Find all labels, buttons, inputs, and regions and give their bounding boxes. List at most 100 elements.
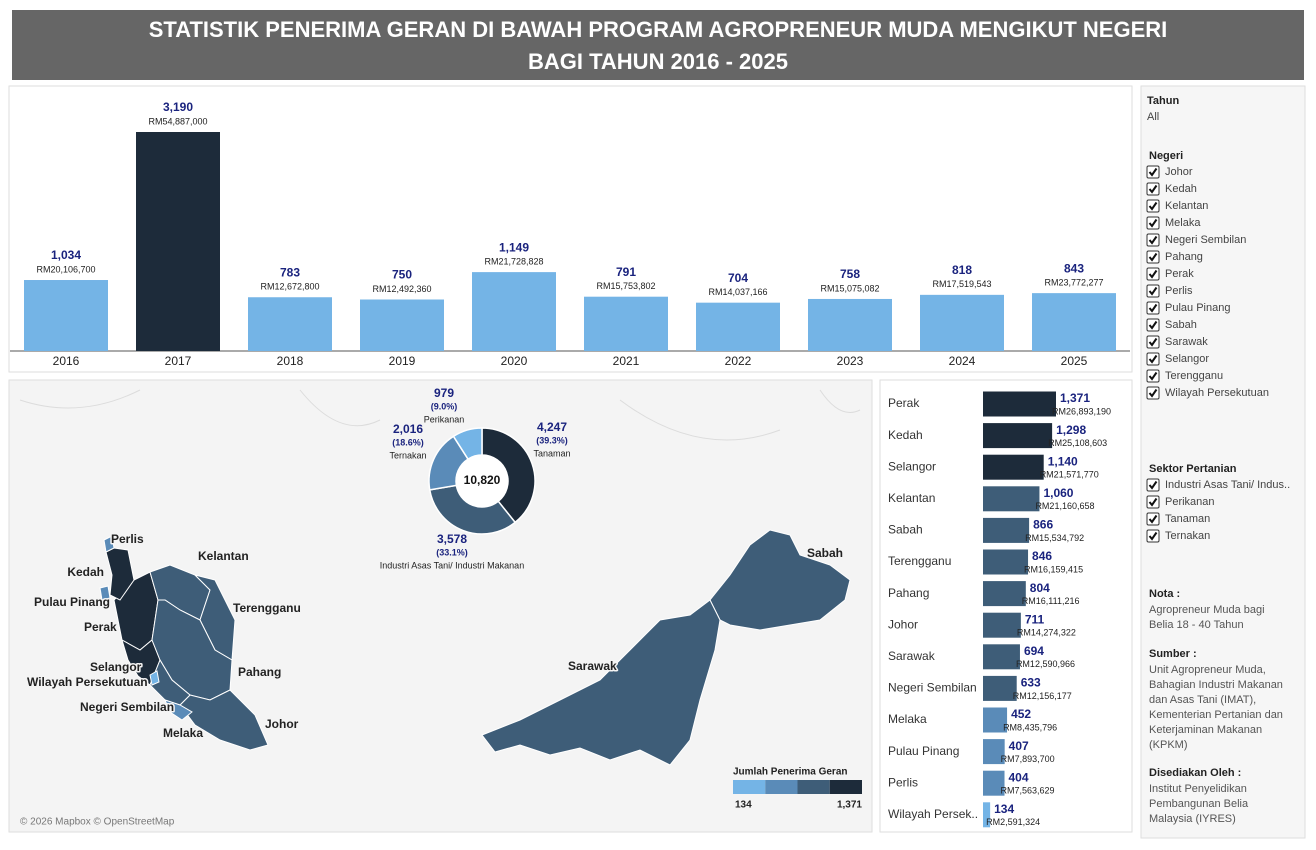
legend-min: 134	[735, 800, 752, 811]
filter-item[interactable]: Perak	[1165, 268, 1194, 280]
x-tick-label: 2020	[501, 354, 528, 368]
donut-value-label: 3,578	[437, 532, 467, 546]
note-line: Unit Agropreneur Muda,	[1149, 664, 1266, 676]
amount-label: RM7,893,700	[1001, 754, 1055, 764]
legend-title: Jumlah Penerima Geran	[733, 767, 848, 778]
value-label: 711	[1025, 612, 1045, 626]
state-label: Kedah	[67, 565, 104, 579]
value-label: 1,034	[51, 248, 81, 262]
checkmark	[1148, 286, 1158, 296]
value-label: 1,060	[1043, 486, 1073, 500]
filter-item[interactable]: Sarawak	[1165, 336, 1208, 348]
donut-percent-label: (39.3%)	[536, 435, 568, 445]
filter-panel	[1140, 85, 1306, 839]
note-line: Agropreneur Muda bagi	[1149, 604, 1265, 616]
bar	[472, 272, 556, 351]
note-title: Disediakan Oleh :	[1149, 767, 1241, 779]
state-region	[103, 535, 115, 553]
filter-item[interactable]: Industri Asas Tani/ Indus..	[1165, 479, 1290, 491]
category-label: Kelantan	[888, 491, 935, 505]
filter-item[interactable]: Terengganu	[1165, 370, 1223, 382]
legend-swatch	[733, 780, 766, 794]
bar	[808, 298, 892, 351]
state-region	[105, 547, 135, 601]
value-label: 704	[728, 271, 748, 285]
note-line: Belia 18 - 40 Tahun	[1149, 619, 1244, 631]
hbar	[983, 739, 1005, 765]
value-label: 758	[840, 267, 860, 281]
amount-label: RM12,590,966	[1016, 659, 1075, 669]
filter-title: Sektor Pertanian	[1149, 463, 1237, 475]
donut-value-label: 4,247	[537, 420, 567, 434]
category-label: Johor	[888, 617, 918, 631]
filter-item[interactable]: Perikanan	[1165, 496, 1215, 508]
amount-label: RM7,563,629	[1001, 786, 1055, 796]
legend-swatch	[829, 780, 862, 794]
filter-item[interactable]: Sabah	[1165, 319, 1197, 331]
note-line: Pembangunan Belia	[1149, 798, 1249, 810]
donut-total: 10,820	[464, 473, 501, 487]
donut-category-label: Ternakan	[389, 450, 426, 460]
value-label: 404	[1009, 770, 1029, 784]
category-label: Melaka	[888, 712, 927, 726]
state-label: Negeri Sembilan	[80, 700, 174, 714]
filter-title: Tahun	[1147, 95, 1179, 107]
category-label: Kedah	[888, 428, 923, 442]
bar	[696, 302, 780, 351]
amount-label: RM16,111,216	[1022, 596, 1080, 606]
value-label: 843	[1064, 261, 1084, 275]
hbar	[983, 675, 1017, 701]
title-line-1: STATISTIK PENERIMA GERAN DI BAWAH PROGRA…	[149, 17, 1168, 42]
note-line: Institut Penyelidikan	[1149, 783, 1247, 795]
checkmark	[1148, 337, 1158, 347]
donut-category-label: Industri Asas Tani/ Industri Makanan	[380, 560, 524, 570]
state-label: Kelantan	[198, 549, 249, 563]
checkmark	[1148, 269, 1158, 279]
state-label: Sabah	[807, 546, 843, 560]
donut-percent-label: (33.1%)	[436, 547, 468, 557]
filter-item[interactable]: Ternakan	[1165, 530, 1210, 542]
hbar	[983, 581, 1026, 607]
filter-item[interactable]: Kedah	[1165, 183, 1197, 195]
value-label: 407	[1009, 739, 1029, 753]
bar	[360, 299, 444, 351]
hbar	[983, 707, 1008, 733]
amount-label: RM21,728,828	[484, 256, 543, 266]
hbar	[983, 612, 1021, 638]
category-label: Perlis	[888, 775, 918, 789]
value-label: 818	[952, 263, 972, 277]
x-tick-label: 2023	[837, 354, 864, 368]
amount-label: RM16,159,415	[1024, 564, 1083, 574]
filter-item[interactable]: Wilayah Persekutuan	[1165, 387, 1269, 399]
filter-value: All	[1147, 111, 1159, 123]
filter-item[interactable]: Perlis	[1165, 285, 1193, 297]
hbar	[983, 517, 1030, 543]
bar	[24, 280, 108, 351]
amount-label: RM54,887,000	[148, 116, 207, 126]
donut-category-label: Perikanan	[424, 414, 465, 424]
filter-item[interactable]: Negeri Sembilan	[1165, 234, 1246, 246]
hbar	[983, 454, 1044, 480]
checkmark	[1148, 497, 1158, 507]
amount-label: RM17,519,543	[932, 279, 991, 289]
filter-item[interactable]: Melaka	[1165, 217, 1201, 229]
category-label: Perak	[888, 396, 920, 410]
filter-item[interactable]: Tanaman	[1165, 513, 1210, 525]
value-label: 846	[1032, 549, 1052, 563]
filter-item[interactable]: Selangor	[1165, 353, 1209, 365]
category-label: Wilayah Persek..	[888, 807, 978, 821]
amount-label: RM12,672,800	[260, 282, 319, 292]
hbar	[983, 486, 1040, 512]
value-label: 633	[1021, 676, 1041, 690]
filter-item[interactable]: Kelantan	[1165, 200, 1208, 212]
filter-item[interactable]: Johor	[1165, 166, 1193, 178]
value-label: 452	[1011, 707, 1031, 721]
state-label: Wilayah Persekutuan	[27, 675, 148, 689]
note-line: Keterjaminan Makanan	[1149, 724, 1262, 736]
value-label: 3,190	[163, 100, 193, 114]
filter-item[interactable]: Pulau Pinang	[1165, 302, 1230, 314]
hbar	[983, 802, 991, 828]
filter-item[interactable]: Pahang	[1165, 251, 1203, 263]
header-band	[12, 10, 1304, 80]
